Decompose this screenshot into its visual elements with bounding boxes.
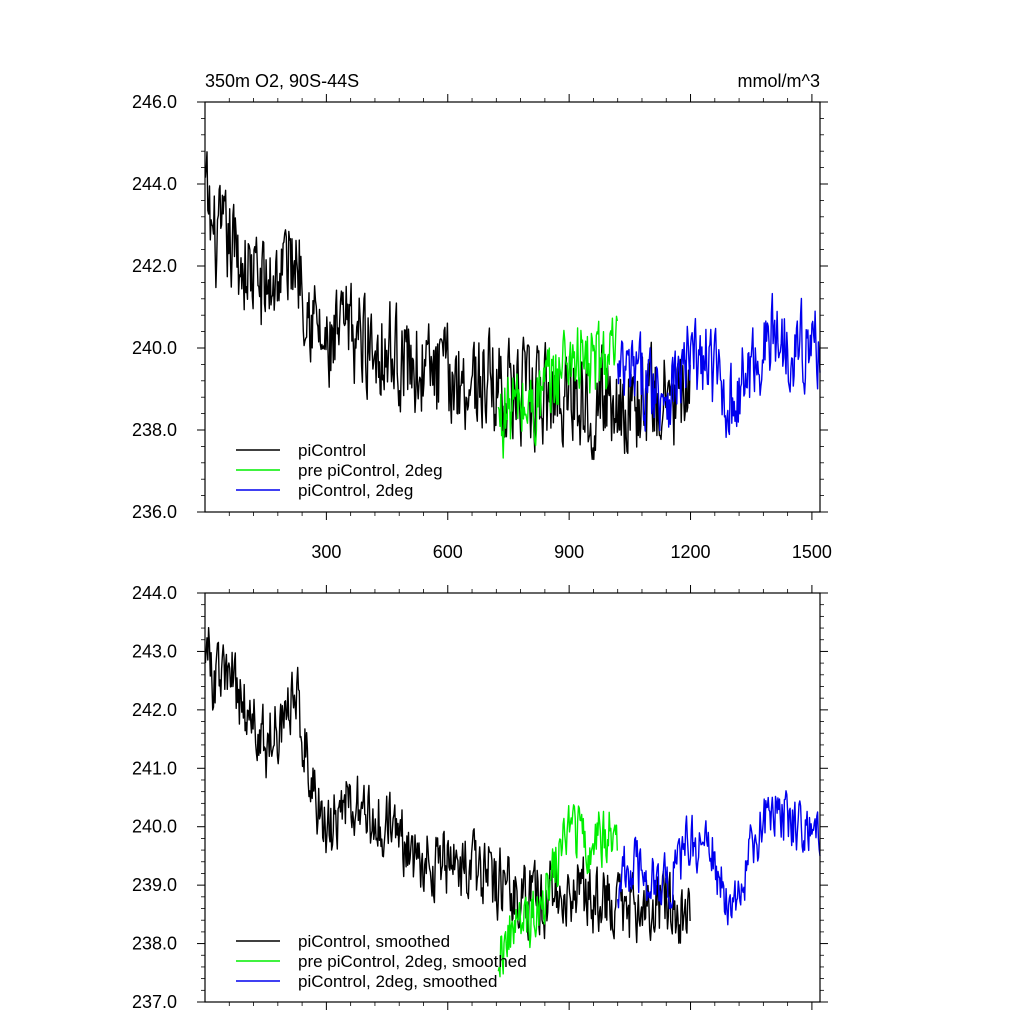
series-line-pre-picontrol-2deg	[497, 315, 618, 459]
x-tick-label: 900	[554, 542, 584, 562]
x-tick-label: 1200	[671, 542, 711, 562]
legend-label: piControl, 2deg	[298, 481, 413, 500]
y-tick-label: 242.0	[132, 700, 177, 720]
bottom-axes: 237.0 238.0 239.0 240.0 241.0 242.0 243.0 244.0	[132, 583, 828, 1012]
y-tick-label: 237.0	[132, 992, 177, 1012]
top-axes: 236.0 238.0 240.0 242.0 244.0 246.0 300 600 900 1…	[132, 92, 832, 562]
plot-frame	[204, 592, 821, 1003]
top-chart-units: mmol/m^3	[738, 71, 820, 91]
top-chart-title: 350m O2, 90S-44S	[205, 71, 359, 91]
y-tick-label: 246.0	[132, 92, 177, 112]
x-tick-label: 600	[433, 542, 463, 562]
y-tick-label: 241.0	[132, 758, 177, 778]
x-tick-label: 1500	[792, 542, 832, 562]
y-tick-label: 240.0	[132, 817, 177, 837]
series-line-picontrol	[204, 151, 691, 461]
y-tick-label: 236.0	[132, 502, 177, 522]
series-line-picontrol-2deg-smoothed	[617, 790, 821, 926]
bottom-panel: 237.0 238.0 239.0 240.0 241.0 242.0 243.0 244.0…	[132, 583, 828, 1012]
y-tick-label: 240.0	[132, 338, 177, 358]
legend-label: piControl, 2deg, smoothed	[298, 972, 497, 991]
legend-label: pre piControl, 2deg, smoothed	[298, 952, 527, 971]
plot-frame	[204, 101, 821, 513]
y-tick-label: 238.0	[132, 934, 177, 954]
bottom-series-group	[204, 627, 821, 978]
y-tick-label: 243.0	[132, 641, 177, 661]
series-line-pre-picontrol-2deg-smoothed	[497, 804, 618, 978]
y-tick-label: 239.0	[132, 875, 177, 895]
legend-label: piControl, smoothed	[298, 932, 450, 951]
series-line-picontrol-smoothed	[204, 627, 691, 944]
x-tick-label: 300	[311, 542, 341, 562]
y-tick-label: 244.0	[132, 174, 177, 194]
series-line-picontrol-2deg	[617, 292, 821, 438]
legend-label: piControl	[298, 441, 366, 460]
legend-label: pre piControl, 2deg	[298, 461, 443, 480]
y-tick-label: 238.0	[132, 420, 177, 440]
top-series-group	[204, 151, 821, 461]
y-tick-label: 242.0	[132, 256, 177, 276]
top-panel: 350m O2, 90S-44S mmol/m^3 236.0 238.0 240.…	[132, 71, 832, 562]
y-tick-label: 244.0	[132, 583, 177, 603]
